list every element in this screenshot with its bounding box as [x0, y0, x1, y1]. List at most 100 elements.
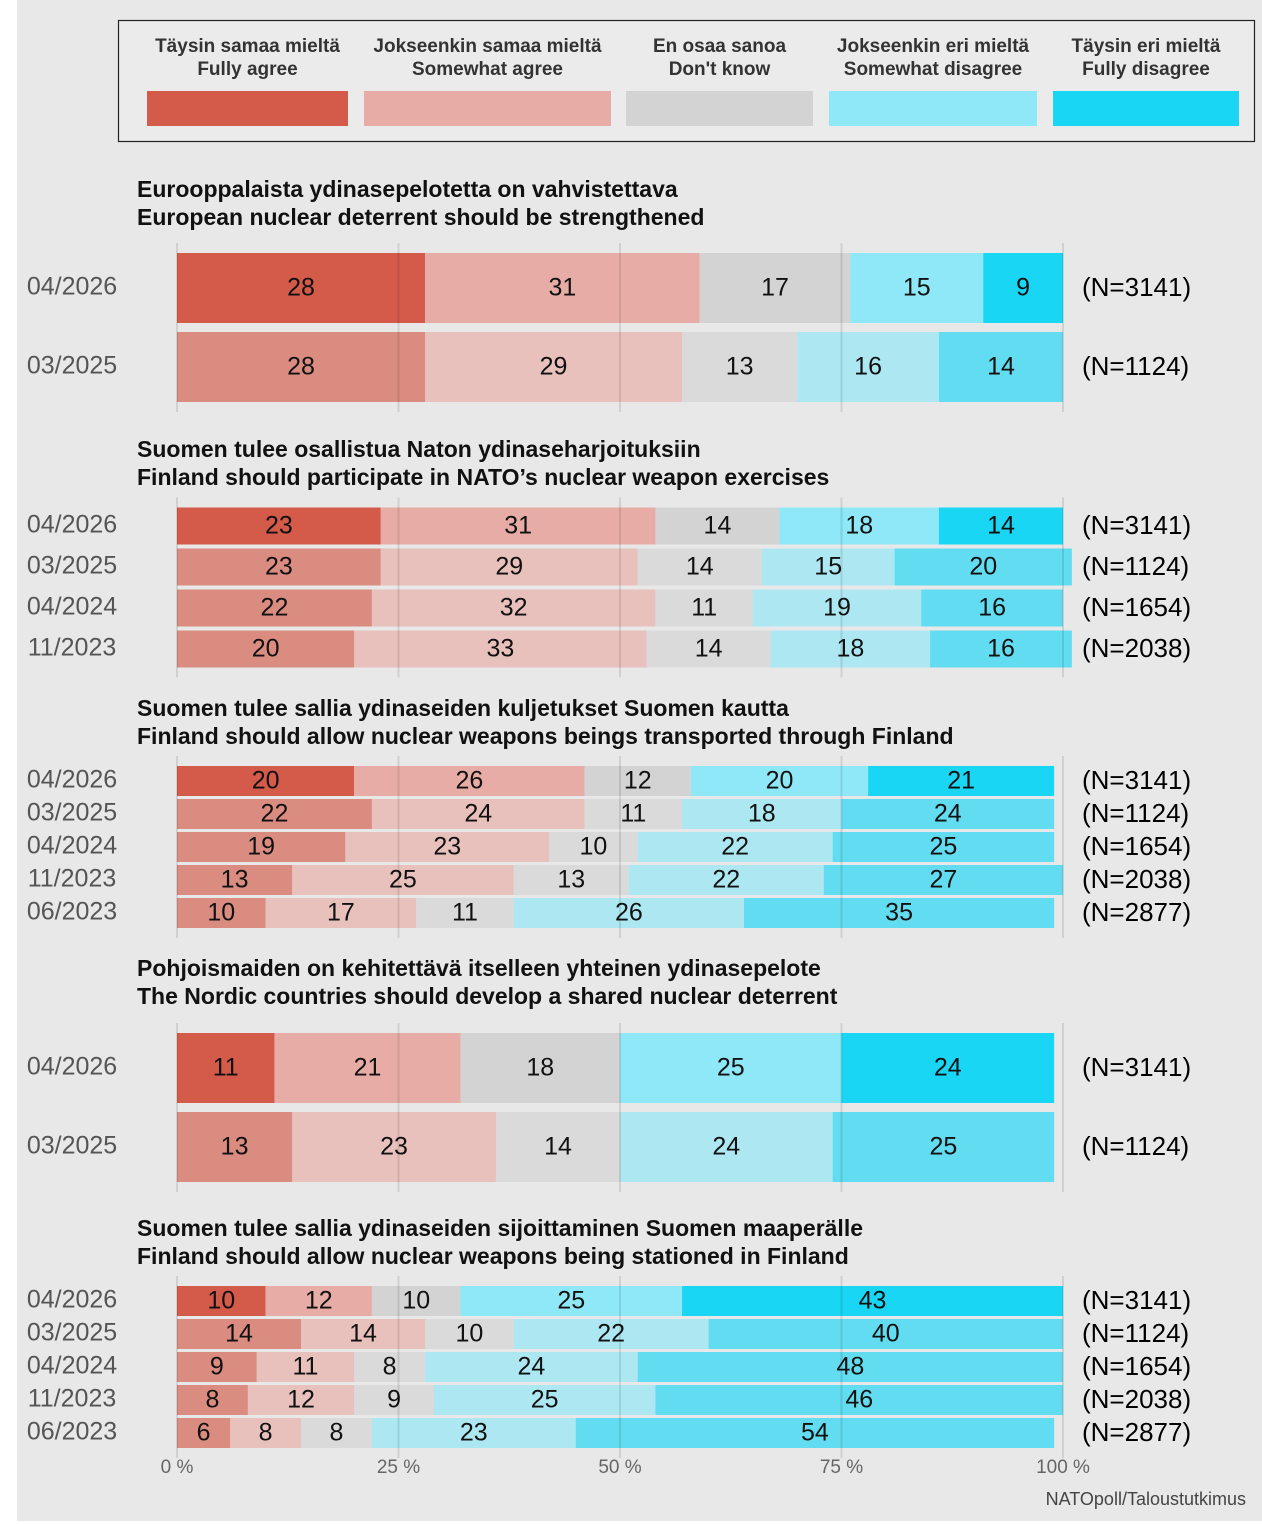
n-label: (N=2038): [1082, 864, 1191, 894]
bar-segment: [345, 832, 550, 862]
n-label: (N=2038): [1082, 633, 1191, 663]
legend-label: Somewhat disagree: [844, 59, 1022, 80]
bar-segment: [637, 548, 762, 586]
n-label: (N=2877): [1082, 1417, 1191, 1447]
value-label: 10: [207, 1287, 235, 1315]
bar-segment: [699, 253, 851, 323]
bar-segment: [575, 1418, 1055, 1448]
value-label: 14: [225, 1320, 253, 1348]
value-label: 40: [872, 1320, 900, 1348]
value-label: 15: [814, 553, 842, 581]
bar-segment: [274, 1033, 461, 1103]
bar-segment: [177, 630, 355, 668]
value-label: 25: [929, 1133, 957, 1161]
bar-segment: [761, 548, 895, 586]
value-label: 54: [801, 1419, 829, 1447]
row-label: 04/2026: [27, 273, 117, 301]
row-label: 04/2024: [27, 832, 117, 860]
value-label: 33: [486, 635, 514, 663]
chart-title: Eurooppalaista ydinasepelotetta on vahvi…: [137, 176, 678, 202]
bar-segment: [177, 1385, 248, 1415]
value-label: 14: [987, 512, 1015, 540]
chart-subtitle: Finland should allow nuclear weapons bei…: [137, 723, 954, 749]
value-label: 23: [265, 553, 293, 581]
value-label: 14: [686, 553, 714, 581]
bar-segment: [868, 766, 1055, 796]
bar-segment: [894, 548, 1072, 586]
value-label: 43: [859, 1287, 887, 1315]
value-label: 22: [261, 800, 289, 828]
bar-segment: [177, 507, 381, 545]
value-label: 22: [597, 1320, 625, 1348]
bar-segment: [708, 1319, 1063, 1349]
value-label: 15: [903, 274, 931, 302]
value-label: 20: [252, 635, 280, 663]
bar-segment: [682, 332, 798, 402]
value-label: 11: [213, 1054, 239, 1082]
value-label: 22: [721, 833, 749, 861]
value-label: 31: [504, 512, 532, 540]
value-label: 13: [221, 866, 249, 894]
bar-segment: [779, 507, 939, 545]
legend-label: Fully disagree: [1082, 59, 1210, 80]
value-label: 8: [205, 1386, 219, 1414]
legend-label: Don't know: [669, 59, 771, 80]
n-label: (N=1654): [1082, 1351, 1191, 1381]
value-label: 11: [292, 1353, 318, 1381]
legend-label: Täysin eri mieltä: [1072, 36, 1221, 57]
bar-segment: [655, 589, 753, 627]
row-label: 11/2023: [28, 1385, 117, 1413]
bar-segment: [637, 832, 833, 862]
bar-segment: [354, 1385, 434, 1415]
chart-subtitle: The Nordic countries should develop a sh…: [137, 983, 838, 1009]
value-label: 14: [544, 1133, 572, 1161]
value-label: 11: [691, 594, 717, 622]
chart-title: Pohjoismaiden on kehitettävä itselleen y…: [137, 955, 821, 981]
x-tick-label: 50 %: [598, 1457, 641, 1478]
bar-segment: [371, 589, 656, 627]
bar-segment: [513, 1319, 709, 1349]
source: NATOpoll/Taloustutkimus: [1046, 1489, 1246, 1509]
bar-segment: [628, 865, 824, 895]
value-label: 17: [327, 899, 355, 927]
bar-segment: [177, 898, 266, 928]
value-label: 9: [210, 1353, 224, 1381]
chart-subtitle: Finland should allow nuclear weapons bei…: [137, 1243, 849, 1269]
bar-segment: [371, 1418, 576, 1448]
bar-segment: [690, 766, 869, 796]
bar-segment: [425, 1352, 638, 1382]
bar-segment: [177, 1352, 257, 1382]
bar-segment: [177, 799, 372, 829]
bar-segment: [380, 548, 638, 586]
value-label: 46: [845, 1386, 873, 1414]
value-label: 19: [247, 833, 275, 861]
legend-label: Somewhat agree: [412, 59, 563, 80]
row-label: 03/2025: [27, 799, 117, 827]
value-label: 25: [389, 866, 417, 894]
value-label: 12: [624, 767, 652, 795]
value-label: 9: [1016, 274, 1030, 302]
legend-label: Jokseenkin samaa mieltä: [373, 36, 602, 57]
row-label: 03/2025: [27, 1132, 117, 1160]
bar-segment: [177, 1319, 302, 1349]
bar-segment: [921, 589, 1063, 627]
bar-segment: [850, 253, 984, 323]
row-label: 06/2023: [27, 898, 117, 926]
value-label: 8: [259, 1419, 273, 1447]
value-label: 16: [987, 635, 1015, 663]
chart-title: Suomen tulee sallia ydinaseiden kuljetuk…: [137, 695, 789, 721]
value-label: 14: [704, 512, 732, 540]
value-label: 13: [221, 1133, 249, 1161]
bar-segment: [292, 1112, 496, 1182]
bar-segment: [584, 766, 691, 796]
bar-segment: [177, 548, 381, 586]
legend-label: En osaa sanoa: [653, 36, 786, 57]
row-label: 04/2026: [27, 766, 117, 794]
row-label: 04/2026: [27, 1053, 117, 1081]
bar-segment: [930, 630, 1072, 668]
x-tick-label: 25 %: [377, 1457, 420, 1478]
bar-segment: [301, 1319, 426, 1349]
chart-subtitle: European nuclear deterrent should be str…: [137, 204, 704, 230]
value-label: 14: [349, 1320, 377, 1348]
row-label: 04/2026: [27, 1286, 117, 1314]
